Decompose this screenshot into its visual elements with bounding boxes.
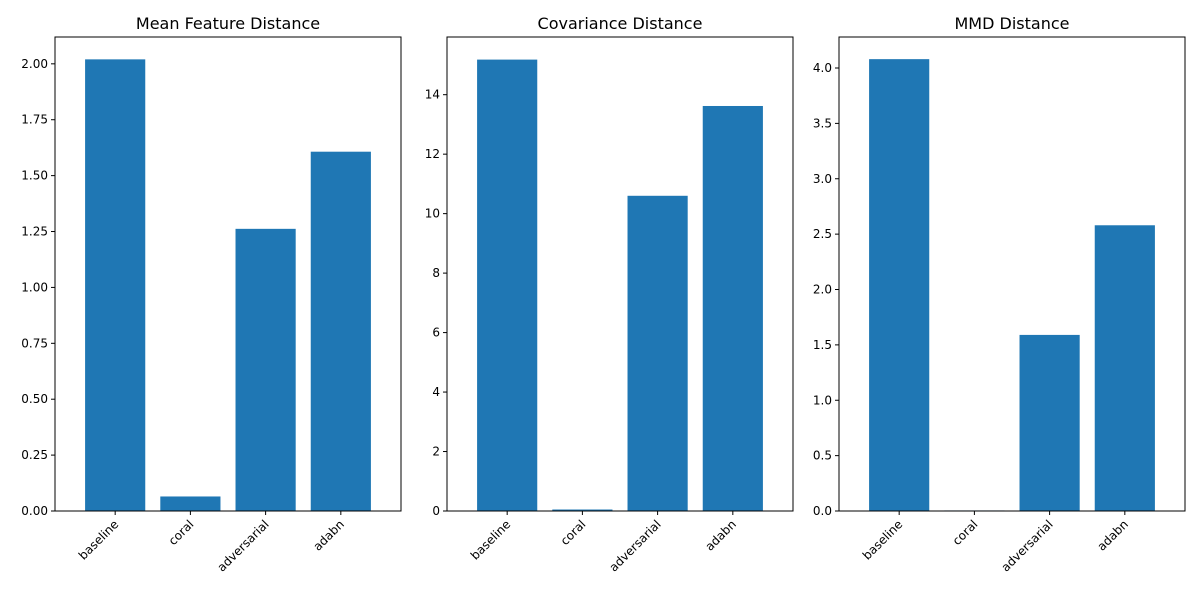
y-tick-label: 2.00 — [21, 57, 48, 71]
y-tick-label: 4.0 — [813, 61, 832, 75]
y-tick-label: 4 — [432, 385, 440, 399]
y-tick-label: 2 — [432, 445, 440, 459]
y-tick-label: 12 — [425, 147, 440, 161]
x-tick-label: coral — [558, 517, 589, 548]
x-tick-label: baseline — [76, 517, 121, 562]
y-tick-label: 3.0 — [813, 172, 832, 186]
x-tick-label: baseline — [860, 517, 905, 562]
y-tick-label: 0.50 — [21, 392, 48, 406]
y-tick-label: 0.25 — [21, 448, 48, 462]
x-tick-label: adabn — [1094, 517, 1130, 553]
y-tick-label: 10 — [425, 207, 440, 221]
bar-adversarial — [235, 228, 296, 511]
y-tick-label: 6 — [432, 326, 440, 340]
bar-baseline — [85, 59, 146, 512]
bar-baseline — [869, 59, 930, 512]
y-tick-label: 14 — [425, 88, 440, 102]
bar-baseline — [477, 59, 538, 511]
y-tick-label: 0 — [432, 504, 440, 518]
y-tick-label: 0.5 — [813, 449, 832, 463]
y-tick-label: 0.00 — [21, 504, 48, 518]
panel-mmd-distance: 0.0 0.5 1.0 1.5 2.0 2.5 3.0 3.5 4.0 baseline coral… — [813, 14, 1186, 574]
y-tick-label: 1.50 — [21, 169, 48, 183]
y-tick-label: 0.0 — [813, 504, 832, 518]
bar-adabn — [1094, 225, 1155, 511]
y-tick-label: 1.25 — [21, 225, 48, 239]
x-tick-label: coral — [166, 517, 197, 548]
bar-adversarial — [627, 195, 688, 512]
y-tick-label: 1.75 — [21, 113, 48, 127]
bar-adversarial — [1019, 334, 1080, 511]
y-tick-label: 3.5 — [813, 116, 832, 130]
panel-covariance-distance: 0 2 4 6 8 10 12 14 baseline coral adversarial adabn… — [425, 14, 794, 574]
axes-frame — [54, 36, 402, 512]
x-tick-label: adversarial — [998, 517, 1055, 574]
bar-adabn — [310, 151, 371, 511]
x-tick-label: adabn — [310, 517, 346, 553]
y-tick-label: 1.0 — [813, 393, 832, 407]
bar-coral — [552, 509, 613, 511]
y-tick-label: 2.0 — [813, 283, 832, 297]
x-tick-label: adversarial — [214, 517, 271, 574]
y-tick-label: 1.00 — [21, 280, 48, 294]
x-tick-label: baseline — [468, 517, 513, 562]
y-tick-label: 0.75 — [21, 336, 48, 350]
y-tick-label: 1.5 — [813, 338, 832, 352]
bar-coral — [160, 496, 221, 511]
axes-frame — [446, 36, 794, 512]
chart-title-mmd-distance: MMD Distance — [955, 14, 1070, 33]
x-tick-label: adabn — [702, 517, 738, 553]
x-tick-label: adversarial — [606, 517, 663, 574]
x-tick-label: coral — [950, 517, 981, 548]
chart-title-mean-feature-distance: Mean Feature Distance — [136, 14, 320, 33]
axes-frame — [838, 36, 1186, 512]
y-tick-label: 8 — [432, 266, 440, 280]
chart-title-covariance-distance: Covariance Distance — [538, 14, 703, 33]
bar-adabn — [702, 105, 763, 512]
panel-mean-feature-distance: 0.00 0.25 0.50 0.75 1.00 1.25 1.50 1.75 2.00 base… — [21, 14, 402, 574]
y-tick-label: 2.5 — [813, 227, 832, 241]
